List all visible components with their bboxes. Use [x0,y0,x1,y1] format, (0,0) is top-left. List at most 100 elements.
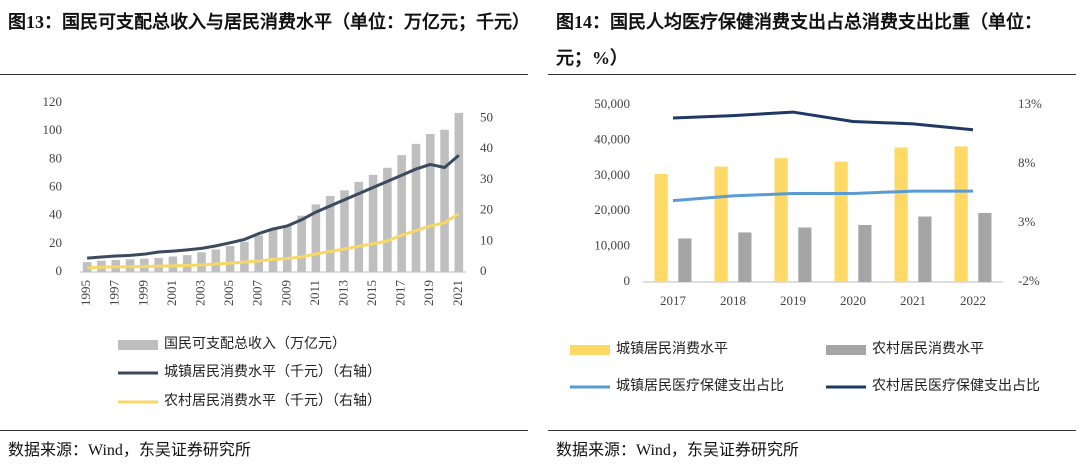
x-tick-label: 2019 [421,280,436,306]
y2-tick-label: 30 [480,171,493,186]
y-tick-label: 30,000 [594,167,630,182]
y-tick-label: 120 [43,94,63,109]
y-tick-label: 40 [49,207,62,222]
bar [397,155,406,272]
rule [0,74,528,75]
y2-tick-label: 3% [1018,214,1036,229]
bar [798,227,812,282]
y2-tick-label: 40 [480,140,493,155]
bar [354,181,364,272]
bar [738,232,752,282]
x-tick-label: 2021 [900,293,926,308]
rule [548,74,1076,75]
y-tick-label: 50,000 [594,96,630,111]
y-tick-label: 100 [43,122,63,137]
x-tick-label: 2015 [364,280,379,306]
bar [858,225,872,282]
legend-label: 城镇居民消费水平 [616,341,728,357]
bar [225,245,235,272]
y2-tick-label: 8% [1018,155,1036,170]
y2-tick-label: -2% [1018,273,1040,288]
bar [918,216,932,282]
bar [425,133,435,272]
bar [254,235,263,272]
x-tick-label: 1995 [78,280,93,306]
x-tick-label: 2011 [307,280,322,306]
bar [440,129,449,272]
bar [311,204,321,272]
chart-title: 图14：国民人均医疗保健消费支出占总消费支出比重（单位：元；%） [556,12,1042,68]
legend-label: 国民可支配总收入（万亿元） [164,336,346,352]
rule [548,430,1076,431]
y2-tick-label: 50 [480,109,493,124]
source: 数据来源：Wind，东吴证券研究所 [556,442,799,459]
bar [168,256,178,272]
x-tick-label: 2017 [660,293,687,308]
bar [411,143,421,272]
x-tick-label: 1997 [107,280,122,307]
x-tick-label: 2003 [193,280,208,306]
x-tick-label: 2021 [450,280,465,306]
chart: 0 20 40 60 80 100 120 0 10 20 30 40 50 1995 1997 1999 20… [43,94,494,409]
y2-tick-label: 20 [480,202,493,217]
y-tick-label: 10,000 [594,238,630,253]
legend-label: 农村居民医疗保健支出占比 [872,378,1040,394]
x-tick-label: 2022 [960,293,986,308]
legend-label: 城镇居民医疗保健支出占比 [616,378,784,394]
x-tick-label: 2020 [840,293,866,308]
chart: 0 10,000 20,000 30,000 40,000 50,000 -2% 3% 8% 13… [570,96,1042,394]
y2-tick-label: 13% [1018,96,1042,111]
source: 数据来源：Wind，东吴证券研究所 [8,442,251,459]
bar [340,190,349,272]
y-tick-label: 20,000 [594,202,630,217]
legend-label: 农村居民消费水平（千元）（右轴） [164,393,381,409]
bar [197,252,206,272]
bar [240,241,249,272]
bar [325,195,335,272]
bar [954,146,968,282]
panel: 图14：国民人均医疗保健消费支出占总消费支出比重（单位：元；%） 0 10,000… [548,0,1076,465]
y-tick-label: 80 [49,150,62,165]
bar [368,174,378,272]
panel: 图13：国民可支配总收入与居民消费水平（单位：万亿元；千元） 0 20 40 60 80… [0,0,530,465]
bar [182,255,192,272]
bar [297,215,306,272]
rule [0,430,528,431]
y2-tick-label: 10 [480,232,493,247]
bar [283,225,292,272]
bar [268,229,278,272]
bar [978,212,992,282]
bar [211,249,221,272]
legend-swatch [826,345,866,355]
y-tick-label: 20 [49,235,62,250]
legend-label: 城镇居民消费水平（千元）（右轴） [164,364,381,380]
x-tick-label: 2017 [393,280,408,307]
y-tick-label: 60 [49,178,62,193]
chart-title: 图13：国民可支配总收入与居民消费水平（单位：万亿元；千元） [8,12,530,32]
x-tick-label: 2007 [250,280,265,307]
legend-label: 农村居民消费水平 [872,341,984,357]
y2-tick-label: 0 [480,263,487,278]
x-tick-label: 2001 [164,280,179,306]
legend-swatch [570,345,610,355]
y-tick-label: 0 [624,273,631,288]
x-tick-label: 2013 [335,280,350,306]
x-tick-label: 2005 [221,280,236,306]
bar [678,238,692,282]
bar [654,174,668,282]
bar [774,158,788,282]
bar [454,112,464,272]
x-tick-label: 2019 [780,293,806,308]
x-tick-label: 1999 [135,280,150,306]
bar [894,147,908,282]
x-tick-label: 2018 [720,293,746,308]
bar [714,166,728,282]
y-tick-label: 0 [56,263,63,278]
legend-swatch [118,340,158,350]
line [672,110,974,132]
bar [834,161,848,282]
line [672,189,973,203]
bar [383,167,392,272]
line [87,154,460,260]
